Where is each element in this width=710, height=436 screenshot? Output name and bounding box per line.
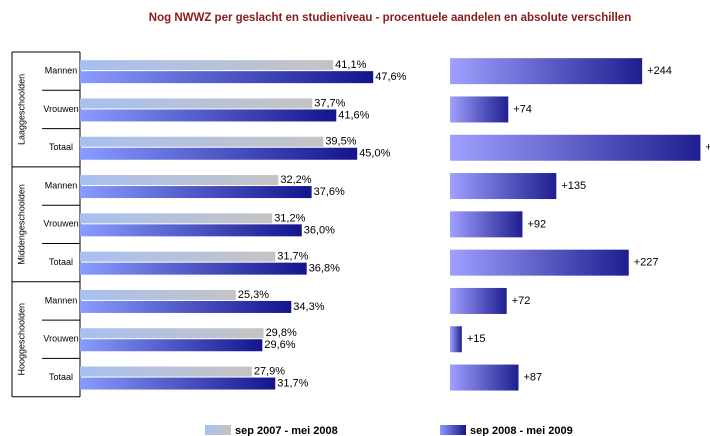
data-label: 36,8% xyxy=(309,263,340,275)
bar xyxy=(450,326,462,353)
y-tick-label: Vrouwen xyxy=(43,104,78,114)
bar xyxy=(450,287,507,314)
data-label: 31,7% xyxy=(277,251,308,263)
bar xyxy=(450,364,519,391)
bar xyxy=(450,134,701,161)
bar xyxy=(450,173,557,200)
y-tick-label: Totaal xyxy=(49,257,73,267)
bar xyxy=(80,339,263,352)
bar xyxy=(80,251,276,262)
y-tick-label: Mannen xyxy=(45,180,78,190)
data-label: 25,3% xyxy=(238,289,269,301)
data-label: 41,1% xyxy=(335,59,366,71)
data-label: 32,2% xyxy=(280,174,311,186)
chart-title: Nog NWWZ per geslacht en studieniveau - … xyxy=(149,12,631,24)
bar xyxy=(80,147,358,160)
group-label: Laaggeschoolden xyxy=(16,74,26,145)
data-label: 41,6% xyxy=(338,109,369,121)
data-label: 27,9% xyxy=(254,365,285,377)
bar xyxy=(450,249,629,276)
bar xyxy=(80,366,252,377)
bar xyxy=(80,224,302,237)
y-tick-label: Mannen xyxy=(45,66,78,76)
legend-swatch xyxy=(440,425,466,435)
data-label: 37,6% xyxy=(314,186,345,198)
group-label: Hooggeschoolden xyxy=(16,303,26,376)
data-label: +87 xyxy=(524,371,543,383)
data-label: +92 xyxy=(527,218,546,230)
bar xyxy=(80,300,292,313)
data-label: +244 xyxy=(647,65,672,77)
y-tick-label: Vrouwen xyxy=(43,334,78,344)
data-label: +72 xyxy=(512,295,531,307)
bar xyxy=(80,328,264,339)
data-label: 31,7% xyxy=(277,377,308,389)
bar xyxy=(80,377,276,390)
data-label: 34,3% xyxy=(293,301,324,313)
data-label: 37,7% xyxy=(314,97,345,109)
data-label: 29,6% xyxy=(264,339,295,351)
data-label: 39,5% xyxy=(325,136,356,148)
data-label: +318 xyxy=(705,142,710,154)
bar xyxy=(450,58,643,85)
legend-swatch xyxy=(205,425,231,435)
data-label: 36,0% xyxy=(304,224,335,236)
bar xyxy=(80,262,307,275)
data-label: 47,6% xyxy=(375,71,406,83)
bar xyxy=(80,289,236,300)
bar xyxy=(80,71,374,84)
data-label: 31,2% xyxy=(274,212,305,224)
bar xyxy=(80,175,279,186)
data-label: +74 xyxy=(513,103,532,115)
y-tick-label: Totaal xyxy=(49,142,73,152)
bar xyxy=(80,186,312,199)
bar xyxy=(80,98,313,109)
bar xyxy=(450,96,509,123)
y-tick-label: Totaal xyxy=(49,372,73,382)
bar xyxy=(80,136,324,147)
data-label: 45,0% xyxy=(359,148,390,160)
bar xyxy=(450,211,523,238)
legend-label: sep 2008 - mei 2009 xyxy=(470,425,573,436)
bar xyxy=(80,60,334,71)
data-label: +135 xyxy=(561,180,586,192)
legend-label: sep 2007 - mei 2008 xyxy=(235,425,338,436)
data-label: +227 xyxy=(634,257,659,269)
group-label: Middengeschoolden xyxy=(16,184,26,265)
y-tick-label: Vrouwen xyxy=(43,219,78,229)
bar xyxy=(80,109,337,122)
bar xyxy=(80,213,273,224)
y-tick-label: Mannen xyxy=(45,295,78,305)
data-label: 29,8% xyxy=(266,327,297,339)
data-label: +15 xyxy=(467,333,486,345)
